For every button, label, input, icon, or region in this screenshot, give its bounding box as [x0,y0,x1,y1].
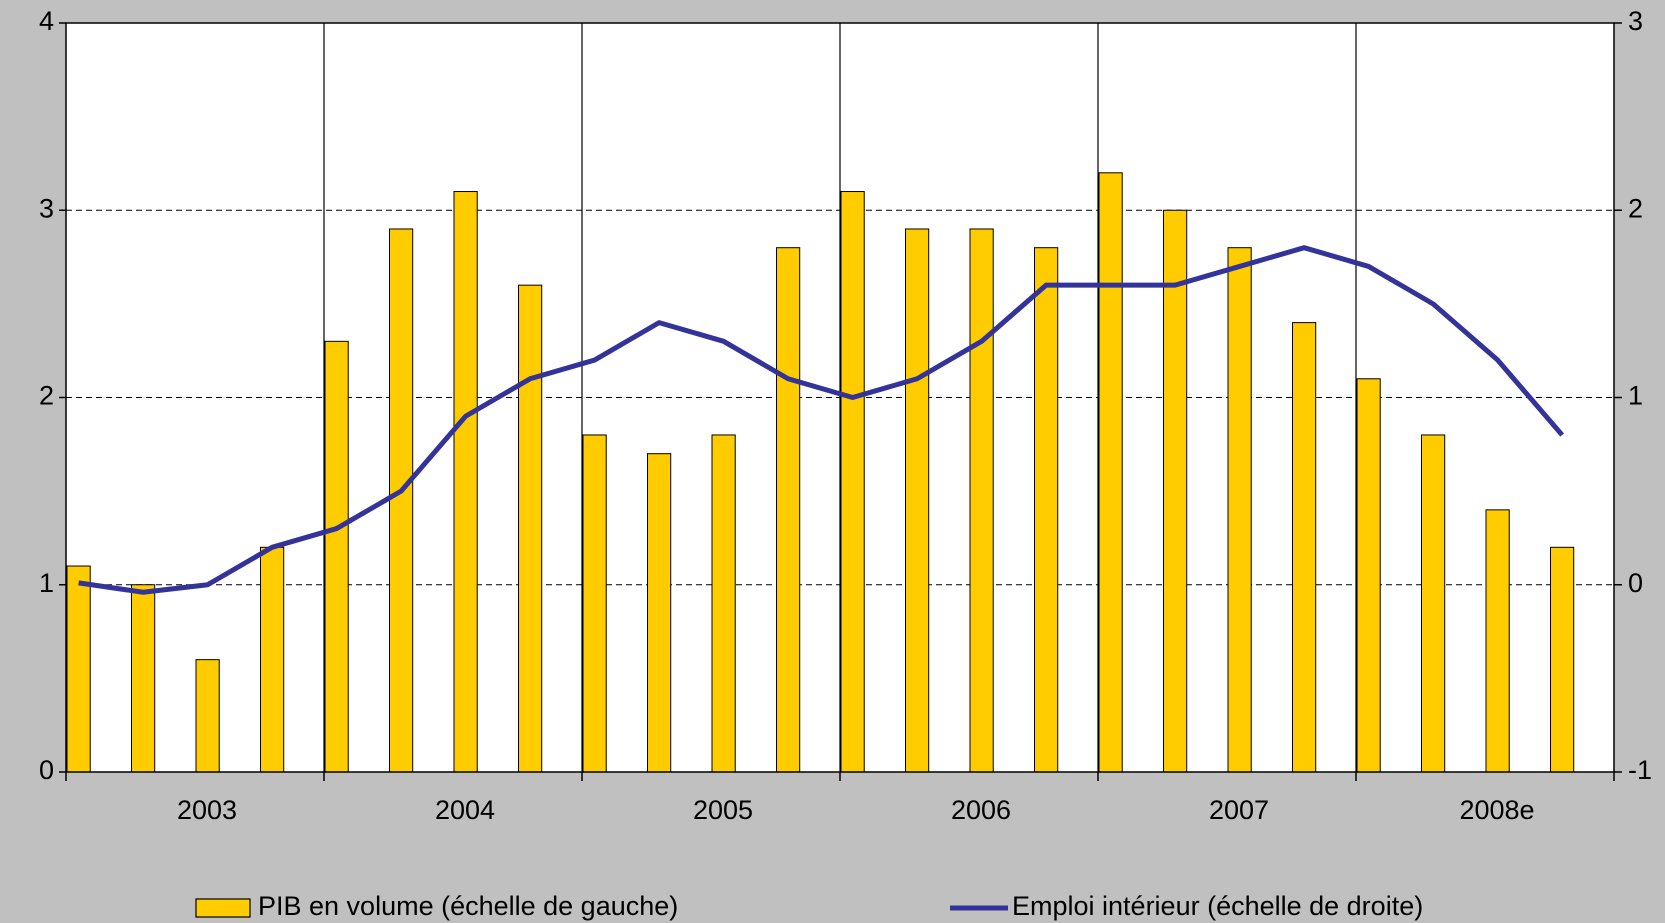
bar [582,434,607,773]
bar [1356,378,1381,773]
x-tick-label: 2004 [435,795,495,825]
bar [840,191,865,773]
bar [1485,509,1510,773]
line [78,245,1565,595]
bar [1098,172,1123,773]
x-tick-label: 2007 [1209,795,1269,825]
bar [1227,247,1252,773]
bar [453,191,478,773]
bar [711,434,736,773]
y2-tick-label: 2 [1628,193,1643,223]
y2-tick-label: 1 [1628,381,1643,411]
x-tick-label: 2008e [1459,795,1534,825]
plot-border [65,22,1615,773]
y-tick-label: 1 [39,568,54,598]
bar [905,228,930,773]
legend-label: Emploi intérieur (échelle de droite) [1012,891,1423,921]
y-tick-label: 2 [39,381,54,411]
y2-tick-label: 3 [1628,6,1643,36]
bar [66,565,91,773]
bar [324,340,349,773]
bar [647,453,672,773]
bar [969,228,994,773]
bar [776,247,801,773]
legend-swatch [195,898,251,918]
bar [260,546,285,773]
bar [131,584,156,773]
y2-tick-label: -1 [1628,755,1652,785]
y2-tick-label: 0 [1628,568,1643,598]
y-tick-label: 3 [39,193,54,223]
bar [1163,209,1188,773]
bar [389,228,414,773]
bar [1292,322,1317,773]
y-tick-label: 4 [39,6,54,36]
x-tick-label: 2003 [177,795,237,825]
y-tick-label: 0 [39,755,54,785]
bar [1550,546,1575,773]
bar [195,659,220,773]
legend-label: PIB en volume (échelle de gauche) [258,891,678,921]
x-tick-label: 2005 [693,795,753,825]
x-tick-label: 2006 [951,795,1011,825]
bar [518,284,543,773]
bar [1034,247,1059,773]
bar [1421,434,1446,773]
